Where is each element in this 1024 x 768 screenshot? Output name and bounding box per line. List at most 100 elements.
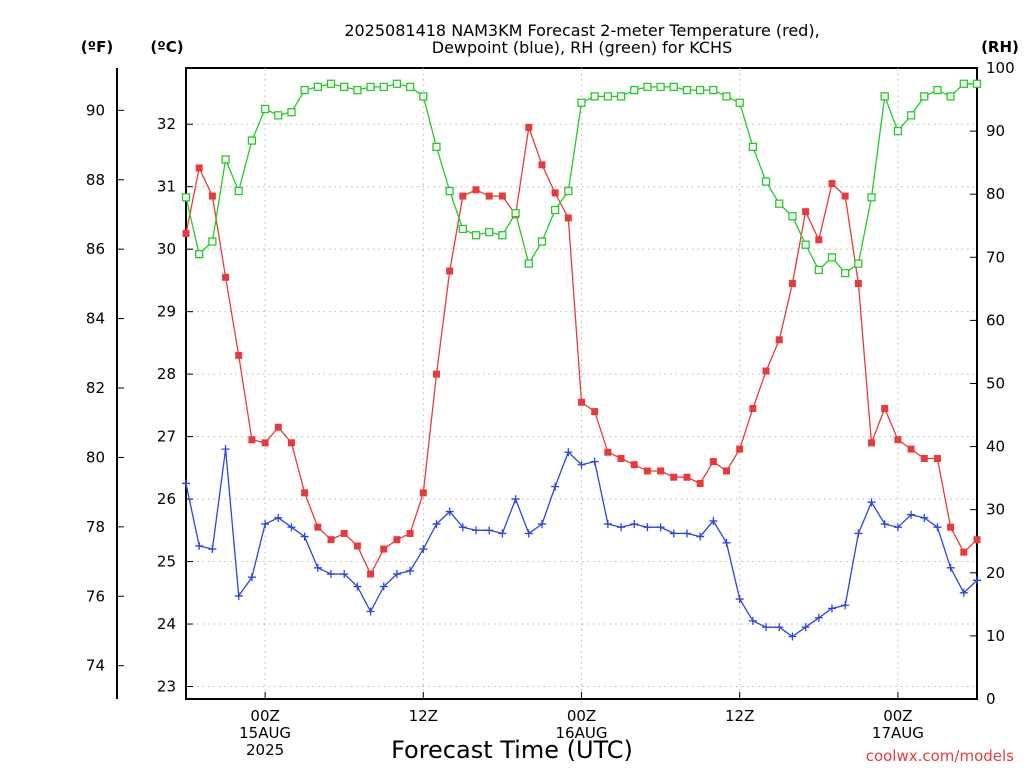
dewpoint-point xyxy=(419,545,428,554)
rh-point xyxy=(313,82,322,92)
temperature-point xyxy=(894,436,902,444)
temperature-point xyxy=(907,445,915,453)
dewpoint-point xyxy=(669,529,678,538)
rh-point xyxy=(656,82,665,92)
rh-point xyxy=(326,79,336,88)
temperature-point xyxy=(301,489,309,497)
rh-point xyxy=(366,82,375,92)
dewpoint-point xyxy=(682,529,691,538)
temperature-point xyxy=(446,267,454,275)
rh-point xyxy=(524,259,533,268)
rh-tick-label: 30 xyxy=(986,501,1005,519)
dewpoint-point xyxy=(524,529,533,538)
temperature-point xyxy=(762,367,770,375)
temperature-point xyxy=(208,192,216,200)
rh-point xyxy=(550,205,560,215)
rh-tick-label: 80 xyxy=(986,185,1005,203)
rh-point xyxy=(247,136,257,145)
gridlines xyxy=(186,68,977,699)
x-tick-label: 12Z xyxy=(725,707,754,725)
x-axis-label: Forecast Time (UTC) xyxy=(391,736,633,764)
dewpoint-point xyxy=(182,479,190,488)
dewpoint-point xyxy=(379,582,388,591)
temperature-point xyxy=(947,523,955,531)
dewpoint-point xyxy=(880,520,889,529)
temperature-point xyxy=(274,423,282,431)
dewpoint-point xyxy=(458,523,467,532)
celsius-tick-label: 31 xyxy=(157,178,176,196)
temperature-point xyxy=(393,536,401,544)
dewpoint-point xyxy=(432,520,441,529)
dewpoint-point xyxy=(274,513,283,522)
temperature-point xyxy=(670,473,678,481)
rh-tick-label: 0 xyxy=(986,690,996,708)
x-tick-label: 00Z xyxy=(883,707,912,725)
dewpoint-point xyxy=(893,523,902,532)
temperature-point xyxy=(643,467,651,475)
temperature-point xyxy=(933,454,941,462)
fahrenheit-tick-label: 82 xyxy=(86,379,105,397)
rh-point xyxy=(906,111,916,120)
dewpoint-point xyxy=(827,604,836,613)
rh-point xyxy=(959,79,968,88)
temperature-point xyxy=(222,273,230,281)
celsius-tick-label: 24 xyxy=(157,615,176,633)
rh-tick-label: 20 xyxy=(986,564,1005,582)
temperature-point xyxy=(182,230,190,238)
fahrenheit-tick-label: 86 xyxy=(86,240,105,258)
dewpoint-point xyxy=(854,529,863,538)
temperature-point xyxy=(419,489,427,497)
dewpoint-point xyxy=(762,623,771,632)
rh-point xyxy=(260,104,270,114)
temperature-point xyxy=(472,186,480,194)
temperature-point xyxy=(564,214,572,222)
rh-point xyxy=(761,177,771,186)
dewpoint-point xyxy=(722,538,731,547)
chart-title-line-1: 2025081418 NAM3KM Forecast 2-meter Tempe… xyxy=(344,21,819,40)
dewpoint-point xyxy=(656,523,665,532)
dewpoint-point xyxy=(511,495,520,504)
rh-point xyxy=(827,253,837,262)
chart-title-line-2: Dewpoint (blue), RH (green) for KCHS xyxy=(432,38,732,57)
celsius-tick-label: 23 xyxy=(157,678,176,696)
rh-point xyxy=(735,98,744,107)
dewpoint-point xyxy=(577,460,586,469)
x-tick-label: 15AUG xyxy=(239,724,291,742)
rh-point xyxy=(181,193,191,202)
dewpoint-point xyxy=(247,573,256,582)
dewpoint-point xyxy=(920,513,929,522)
rh-point xyxy=(195,249,204,259)
rh-point xyxy=(300,85,309,95)
rh-point xyxy=(630,85,639,95)
dewpoint-point xyxy=(208,545,217,554)
temperature-point xyxy=(657,467,665,475)
dewpoint-point xyxy=(841,601,850,610)
celsius-tick-label: 25 xyxy=(157,553,176,571)
temperature-point xyxy=(380,545,388,553)
rh-tick-label: 90 xyxy=(986,122,1005,140)
dewpoint-point xyxy=(748,616,757,625)
temperature-point xyxy=(459,192,467,200)
temperature-point xyxy=(854,280,862,288)
temperature-point xyxy=(432,370,440,378)
temperature-point xyxy=(775,336,783,344)
rh-point xyxy=(643,82,652,92)
dewpoint-point xyxy=(603,520,612,529)
dewpoint-point xyxy=(485,526,494,535)
rh-point xyxy=(234,186,243,196)
fahrenheit-tick-label: 90 xyxy=(86,101,105,119)
rh-point xyxy=(208,237,217,246)
rh-point xyxy=(814,265,823,275)
rh-point xyxy=(379,82,388,92)
temperature-point xyxy=(578,398,585,406)
rh-point xyxy=(972,79,982,88)
rh-tick-label: 60 xyxy=(986,311,1005,329)
rh-point xyxy=(616,92,626,101)
temperature-point xyxy=(749,404,757,412)
dewpoint-point xyxy=(498,529,507,538)
dewpoint-point xyxy=(709,516,718,525)
temperature-point xyxy=(696,479,704,487)
x-tick-label: 16AUG xyxy=(556,724,608,742)
dewpoint-point xyxy=(340,570,349,579)
x-tick-label: 2025 xyxy=(246,741,284,759)
